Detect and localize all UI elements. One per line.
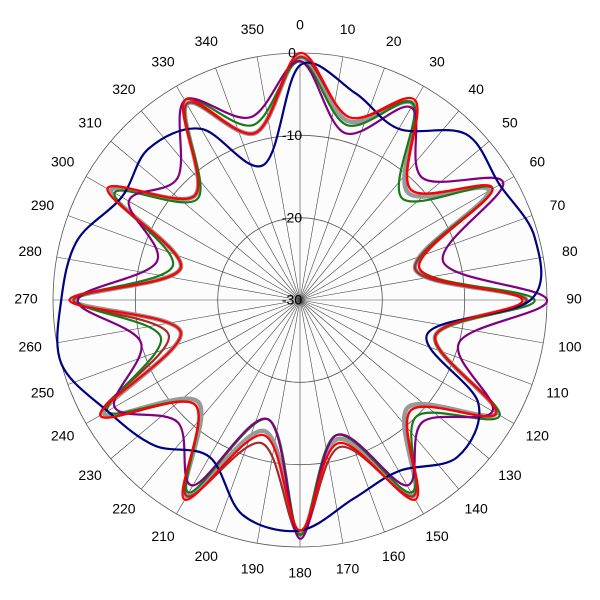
angle-tick-label: 290	[31, 197, 55, 213]
spoke	[299, 85, 424, 301]
pattern-curve	[68, 51, 524, 532]
angle-tick-label: 100	[558, 338, 582, 354]
angle-tick-label: 220	[112, 501, 136, 517]
spoke	[299, 299, 490, 459]
angle-tick-label: 240	[51, 428, 75, 444]
angle-tick-label: 310	[78, 115, 102, 131]
spoke	[176, 85, 301, 301]
spoke	[299, 299, 544, 344]
spoke	[141, 299, 301, 490]
pattern-curve	[56, 61, 543, 533]
spoke	[299, 299, 385, 533]
spoke	[299, 256, 544, 301]
r-tick-label: -30	[282, 292, 302, 308]
angle-tick-label: 120	[526, 428, 550, 444]
angle-tick-label: 210	[151, 528, 175, 544]
spoke	[299, 299, 424, 515]
angle-tick-label: 230	[78, 467, 102, 483]
labels: 0 10 20 30 40 50 60 70 80 90 100 110 120 130 140 150 160…	[14, 17, 582, 581]
spoke	[67, 299, 301, 385]
angle-tick-label: 270	[14, 291, 38, 307]
spoke	[56, 299, 301, 344]
angle-tick-label: 20	[386, 33, 402, 49]
angle-tick-label: 180	[288, 565, 312, 581]
spoke	[56, 256, 301, 301]
angle-tick-label: 170	[336, 561, 360, 577]
ring	[217, 217, 383, 383]
angle-tick-label: 190	[241, 561, 265, 577]
spoke	[141, 110, 301, 301]
angle-tick-label: 150	[425, 528, 449, 544]
angle-tick-label: 110	[546, 384, 569, 400]
spoke	[85, 299, 301, 424]
angle-tick-label: 90	[566, 291, 582, 307]
angle-tick-label: 130	[498, 467, 522, 483]
r-tick-label: 0	[288, 45, 296, 61]
curves	[56, 51, 549, 540]
spoke	[110, 299, 301, 459]
angle-tick-label: 320	[112, 81, 136, 97]
angle-tick-label: 40	[468, 81, 484, 97]
spoke	[110, 141, 301, 301]
pattern-curve	[76, 60, 549, 540]
spoke	[299, 141, 490, 301]
spoke	[299, 299, 459, 490]
angle-tick-label: 10	[340, 21, 356, 37]
angle-tick-label: 250	[31, 384, 55, 400]
grid	[52, 52, 548, 548]
spoke	[215, 67, 301, 301]
angle-tick-label: 50	[502, 115, 518, 131]
angle-tick-label: 260	[18, 338, 42, 354]
spoke	[67, 215, 301, 301]
angle-tick-label: 340	[195, 33, 219, 49]
spoke	[256, 56, 301, 301]
spoke	[299, 56, 344, 301]
angle-tick-label: 140	[464, 501, 488, 517]
spoke	[299, 176, 515, 301]
angle-tick-label: 200	[195, 548, 219, 564]
ring	[134, 134, 466, 466]
angle-tick-label: 330	[151, 53, 175, 69]
angle-tick-label: 280	[18, 243, 42, 259]
spoke	[176, 299, 301, 515]
angle-tick-label: 60	[530, 154, 546, 170]
angle-tick-label: 80	[562, 243, 578, 259]
spoke	[299, 215, 533, 301]
spoke	[256, 299, 301, 544]
r-tick-label: -10	[282, 127, 302, 143]
angle-tick-label: 0	[296, 17, 304, 33]
angle-tick-label: 160	[382, 548, 406, 564]
spoke	[299, 299, 344, 544]
spoke	[299, 299, 533, 385]
angle-tick-label: 300	[51, 154, 75, 170]
angle-tick-label: 30	[429, 53, 445, 69]
angle-tick-label: 70	[550, 197, 566, 213]
angle-tick-label: 350	[241, 21, 265, 37]
r-tick-label: -20	[282, 209, 302, 225]
spoke	[299, 110, 459, 301]
